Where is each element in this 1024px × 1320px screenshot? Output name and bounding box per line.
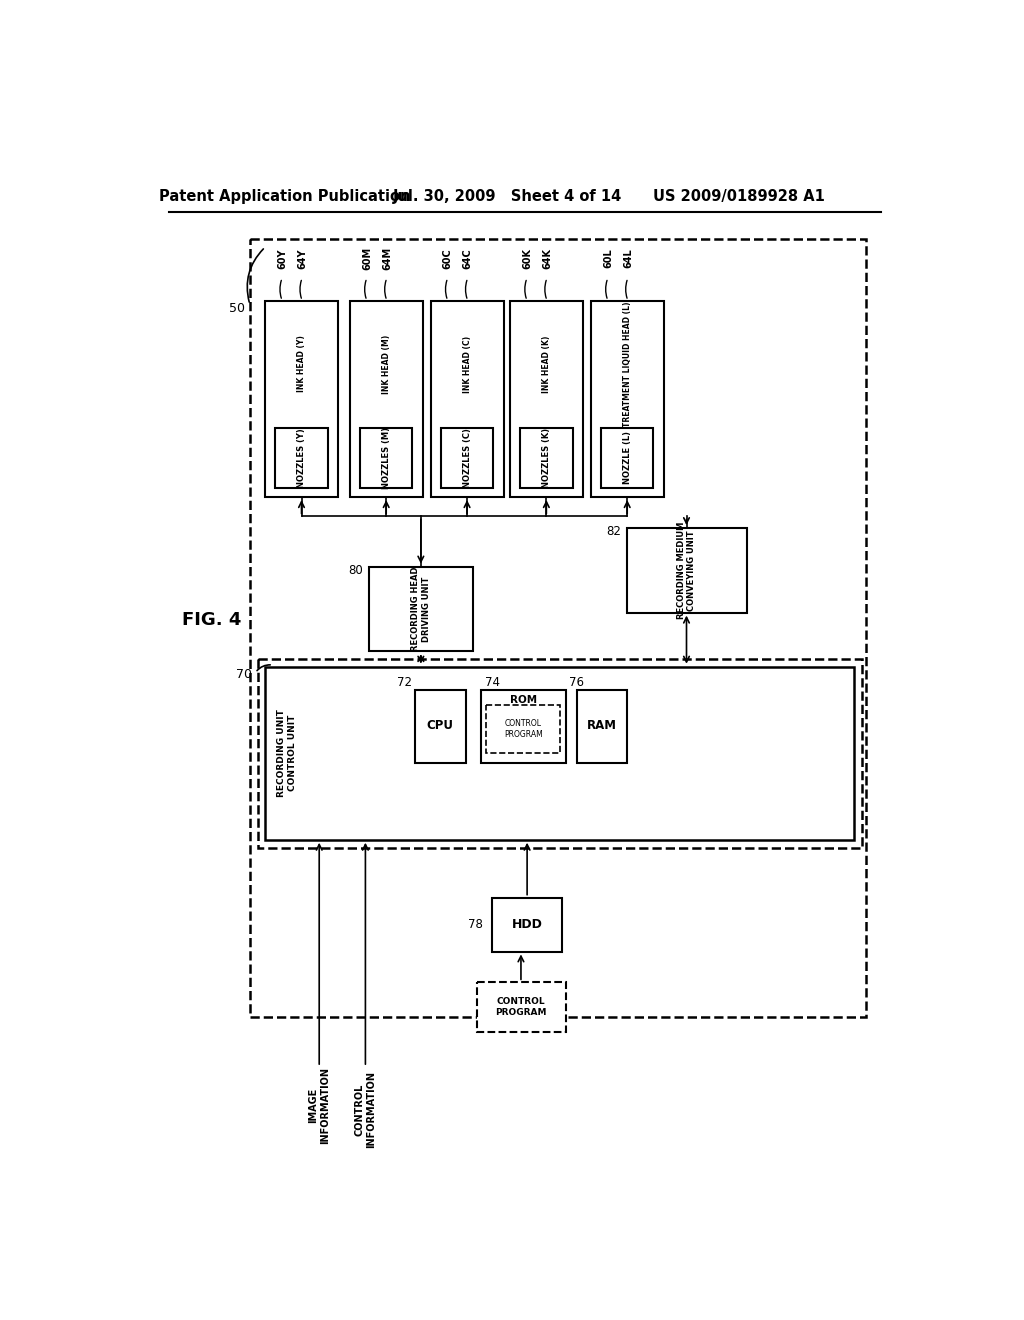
Text: NOZZLE (L): NOZZLE (L) [623,432,632,484]
Bar [416,689,466,763]
Text: INK HEAD (K): INK HEAD (K) [542,335,551,392]
Text: FIG. 4: FIG. 4 [181,611,241,630]
Text: 72: 72 [396,676,412,689]
Bar [275,428,328,488]
Text: 82: 82 [606,525,621,539]
Text: ROM: ROM [510,696,537,705]
Text: 74: 74 [484,676,500,689]
Text: 76: 76 [569,676,585,689]
Bar [601,428,653,488]
Text: NOZZLES (M): NOZZLES (M) [382,426,391,488]
Text: RECORDING UNIT
CONTROL UNIT: RECORDING UNIT CONTROL UNIT [278,709,297,797]
Bar [250,239,866,1016]
Text: Jul. 30, 2009   Sheet 4 of 14: Jul. 30, 2009 Sheet 4 of 14 [393,189,623,205]
Text: 70: 70 [237,668,252,681]
Bar [486,705,560,752]
Text: INK HEAD (M): INK HEAD (M) [382,334,391,393]
Text: 60L: 60L [603,248,613,268]
Text: INK HEAD (Y): INK HEAD (Y) [297,335,306,392]
Text: CONTROL
INFORMATION: CONTROL INFORMATION [354,1071,376,1148]
Text: CPU: CPU [427,719,454,733]
Text: CONTROL
PROGRAM: CONTROL PROGRAM [496,997,547,1016]
Text: CONTROL
PROGRAM: CONTROL PROGRAM [504,719,543,739]
Bar [370,566,473,651]
Bar [265,301,339,498]
Text: 64K: 64K [542,248,552,269]
Text: 60M: 60M [361,247,372,271]
Text: NOZZLES (K): NOZZLES (K) [542,428,551,488]
Bar [258,659,862,847]
Text: 50: 50 [228,302,245,315]
Bar [628,528,746,612]
Bar [431,301,504,498]
Text: 64M: 64M [382,247,392,271]
Text: TREATMENT LIQUID HEAD (L): TREATMENT LIQUID HEAD (L) [623,301,632,426]
Text: RECORDING MEDIUM
CONVEYING UNIT: RECORDING MEDIUM CONVEYING UNIT [677,521,696,619]
Text: 80: 80 [348,564,364,577]
Text: 64C: 64C [463,248,473,269]
Text: Patent Application Publication: Patent Application Publication [159,189,411,205]
Bar [481,689,565,763]
Text: HDD: HDD [512,917,543,931]
Bar [493,898,562,952]
Text: INK HEAD (C): INK HEAD (C) [463,335,471,392]
Text: 60C: 60C [442,248,453,269]
Text: 60K: 60K [522,248,532,269]
Bar [578,689,628,763]
Bar [360,428,413,488]
Bar [265,667,854,840]
Text: 64Y: 64Y [297,248,307,269]
Bar [441,428,494,488]
Bar [591,301,665,498]
Text: RECORDING HEAD
DRIVING UNIT: RECORDING HEAD DRIVING UNIT [412,566,430,651]
Text: 64L: 64L [623,248,633,268]
Text: NOZZLES (Y): NOZZLES (Y) [297,428,306,488]
Bar [350,301,423,498]
Bar [510,301,584,498]
Text: US 2009/0189928 A1: US 2009/0189928 A1 [653,189,824,205]
Bar [477,982,565,1032]
Text: 78: 78 [468,917,483,931]
Bar [520,428,572,488]
Text: IMAGE
INFORMATION: IMAGE INFORMATION [308,1067,330,1144]
Text: RAM: RAM [587,719,616,733]
Text: NOZZLES (C): NOZZLES (C) [463,428,471,488]
Text: 60Y: 60Y [278,248,288,269]
